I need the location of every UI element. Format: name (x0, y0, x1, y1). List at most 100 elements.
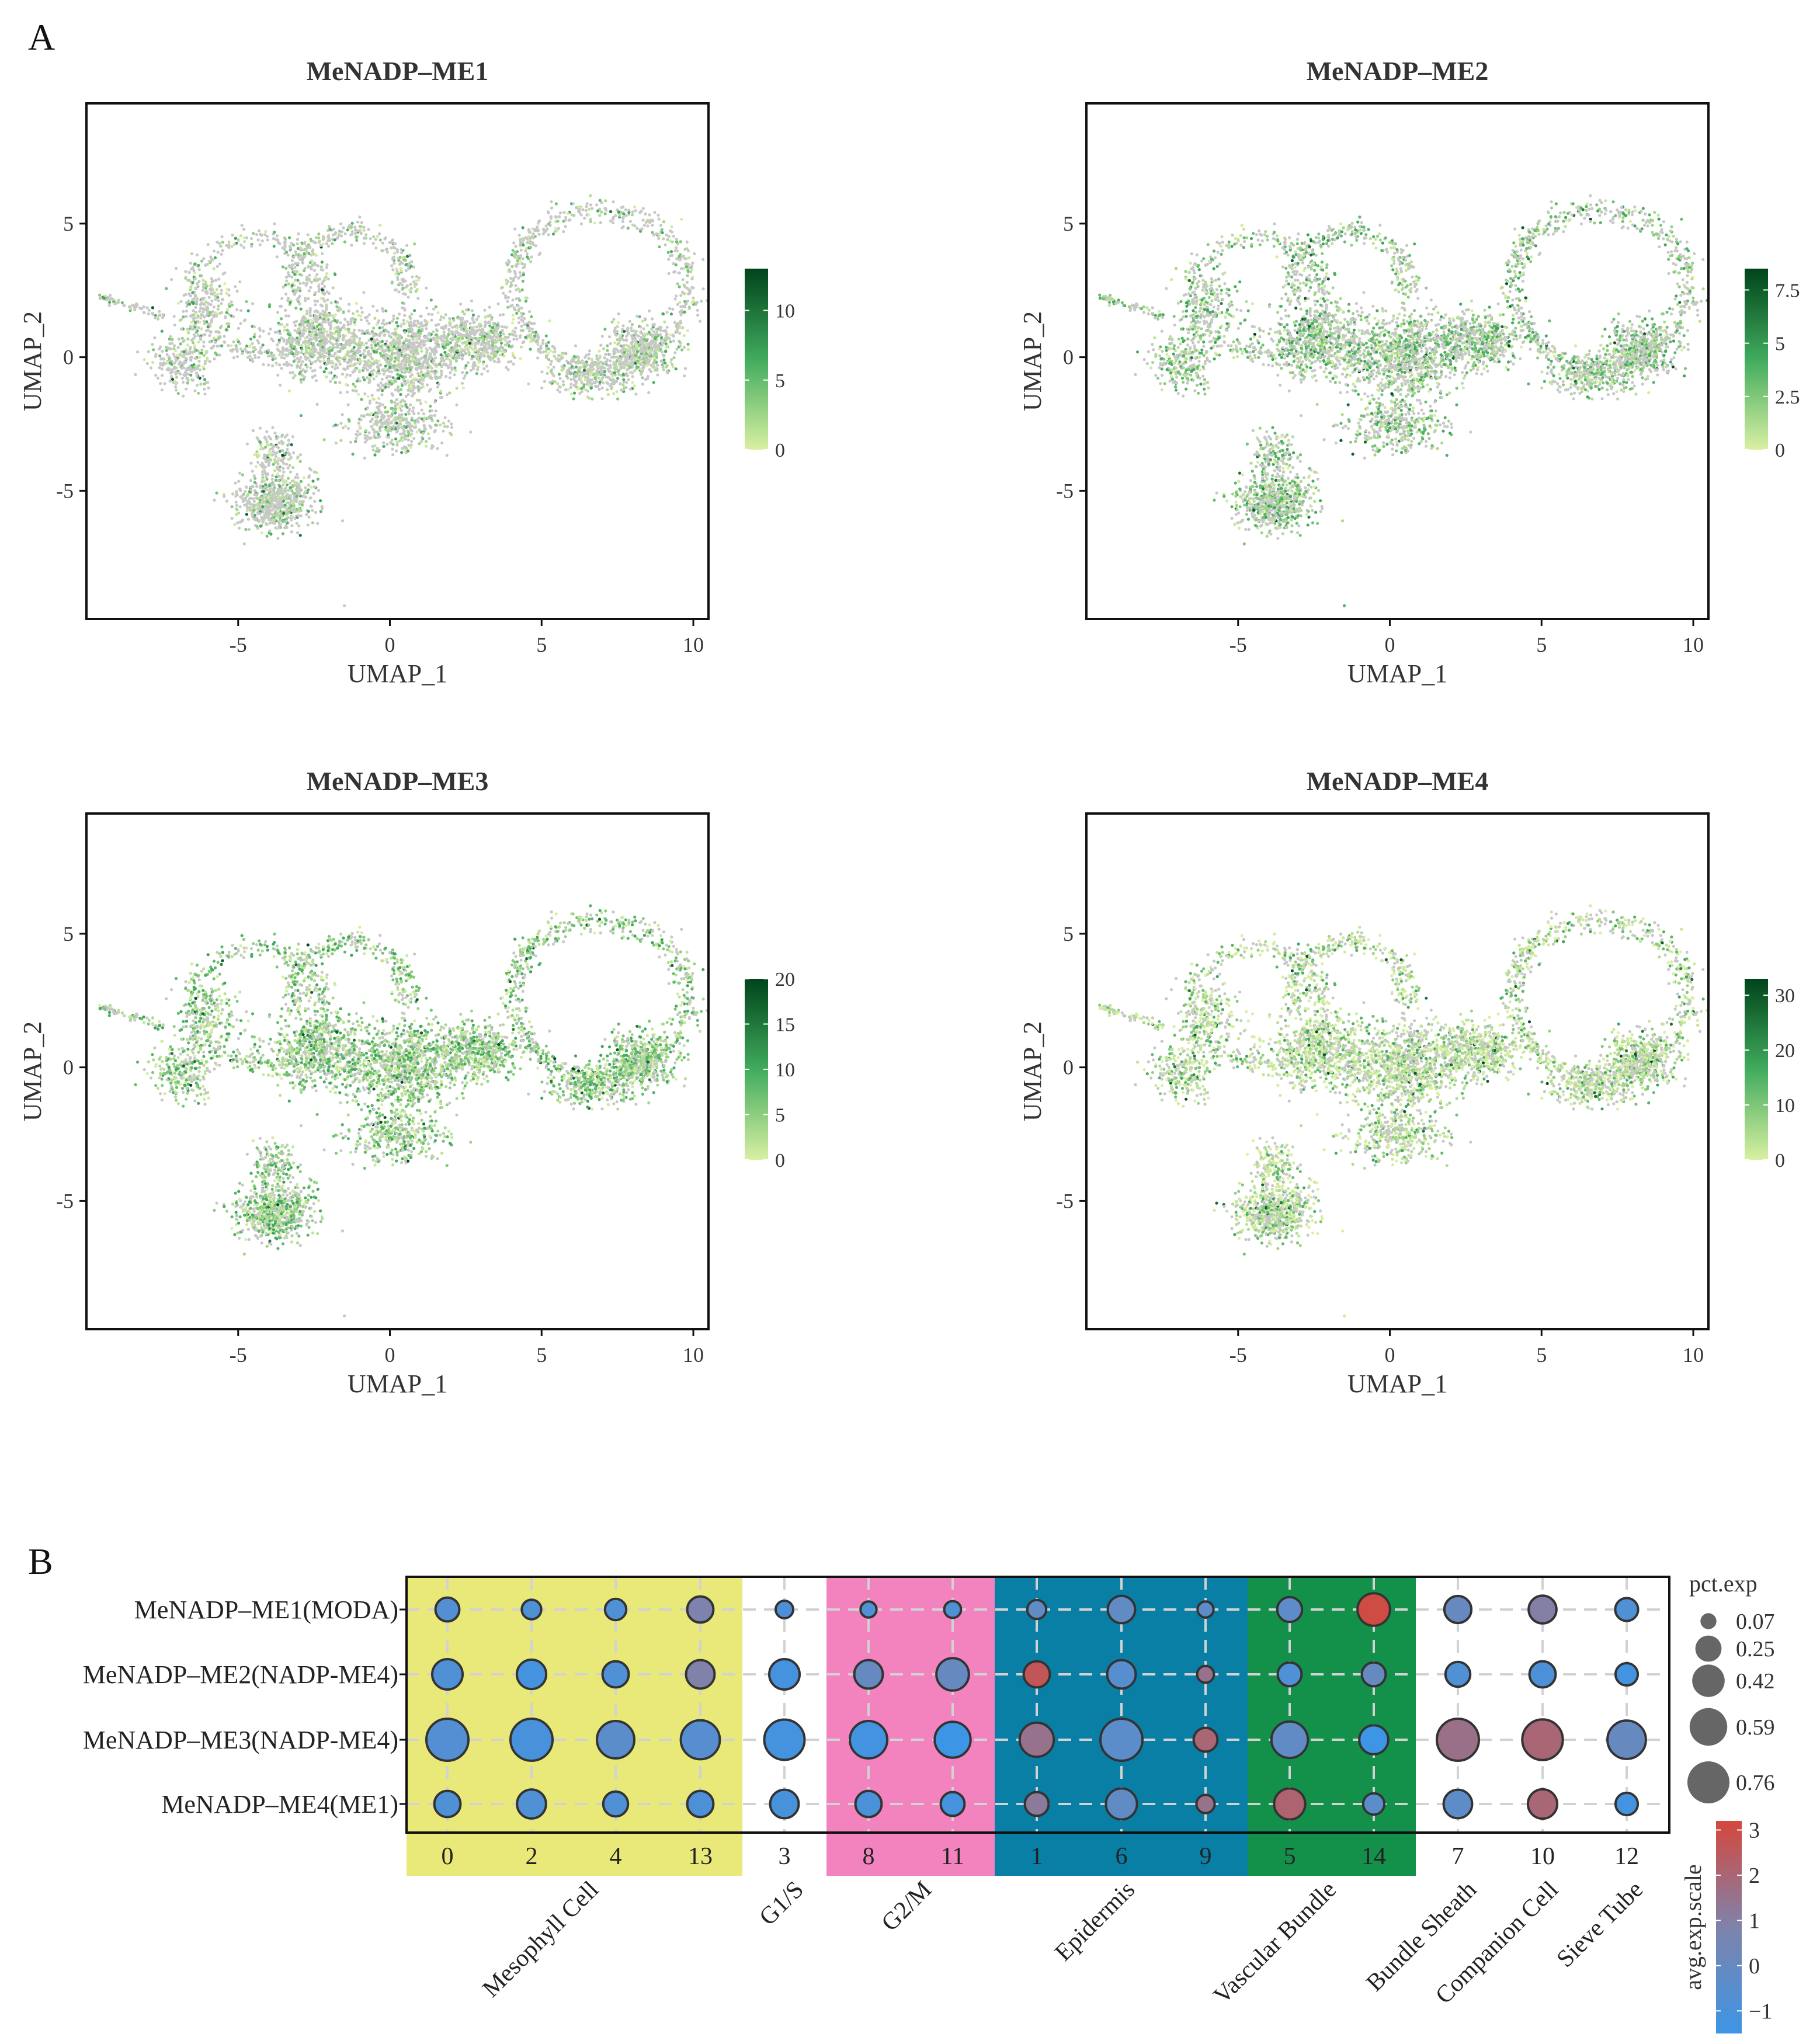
umap-cell-point (488, 331, 491, 333)
umap-cell-point (449, 432, 451, 434)
umap-cell-point (440, 442, 443, 444)
umap-cell-point (436, 329, 439, 332)
umap-cell-point (348, 328, 350, 331)
umap-cell-point (469, 339, 472, 342)
umap-cell-point (268, 514, 270, 517)
umap-cell-point (170, 278, 173, 281)
umap-cell-point (417, 322, 420, 325)
umap-cell-point (194, 295, 197, 298)
umap-cell-point (216, 265, 219, 268)
umap-cell-point (311, 509, 314, 512)
umap-cell-point (374, 420, 377, 423)
umap-cell-point (254, 519, 257, 522)
umap-cell-point (317, 290, 320, 293)
umap-cell-point (207, 243, 210, 246)
umap-cell-point (256, 452, 259, 455)
umap-cell-point (423, 355, 426, 358)
umap-cell-point (407, 334, 410, 337)
umap-cell-point (206, 381, 209, 384)
umap-cell-point (322, 333, 325, 336)
umap-cell-point (263, 453, 266, 456)
umap-cell-point (402, 292, 405, 295)
umap-cell-point (360, 418, 363, 421)
umap-cell-point (356, 310, 359, 313)
umap-cell-point (287, 363, 290, 366)
umap-cell-point (276, 493, 279, 496)
umap-cell-point (194, 321, 197, 324)
umap-cell-point (465, 343, 468, 346)
umap-cell-point (280, 491, 283, 494)
umap-cell-point (385, 382, 388, 385)
umap-cell-point (225, 499, 228, 502)
umap-cell-point (350, 244, 353, 246)
umap-cell-point (434, 429, 437, 432)
umap-cell-point (296, 473, 298, 476)
umap-cell-point (411, 419, 414, 422)
umap-cell-point (195, 300, 198, 303)
umap-cell-point (353, 346, 356, 349)
umap-cell-point (252, 509, 255, 512)
umap-cell-point (377, 348, 380, 351)
umap-cell-point (276, 363, 279, 366)
umap-cell-point (249, 486, 252, 489)
umap-cell-point (582, 373, 585, 376)
umap-cell-point (293, 345, 296, 348)
umap-cell-point (396, 339, 399, 342)
umap-cell-point (550, 360, 553, 363)
umap-cell-point (363, 242, 366, 245)
umap-cell-point (367, 353, 370, 356)
umap-cell-point (650, 339, 653, 342)
umap-cell-point (228, 241, 231, 244)
umap-cell-point (357, 361, 360, 364)
umap-cell-point (465, 332, 468, 335)
umap-cell-point (264, 230, 267, 233)
umap-cell-point (640, 350, 642, 353)
umap-cell-point (366, 413, 369, 416)
umap-cell-point (343, 368, 346, 371)
umap-cell-point (382, 369, 385, 372)
umap-cell-point (402, 342, 405, 345)
umap-cell-point (350, 332, 353, 335)
umap-cell-point (582, 385, 585, 388)
umap-cell-point (252, 497, 255, 500)
umap-cell-point (248, 528, 251, 531)
umap-cell-point (470, 300, 473, 303)
umap-cell-point (310, 468, 312, 471)
umap-cell-point (249, 338, 252, 340)
umap-cell-point (204, 290, 207, 293)
umap-cell-point (284, 314, 287, 317)
umap-cell-point (444, 375, 447, 378)
umap-cell-point (425, 351, 428, 354)
umap-cell-point (471, 331, 474, 334)
umap-cell-point (235, 344, 238, 347)
umap-cell-point (270, 338, 273, 340)
umap-cell-point (303, 476, 305, 479)
umap-cell-point (271, 493, 274, 496)
umap-cell-point (616, 377, 619, 380)
umap-cell-point (234, 495, 237, 498)
umap-cell-point (202, 345, 205, 347)
umap-cell-point (189, 374, 192, 377)
umap-cell-point (263, 470, 266, 472)
umap-cell-point (642, 361, 645, 364)
umap-cell-point (231, 505, 234, 508)
umap-cell-point (334, 238, 336, 241)
umap-cell-point (421, 437, 424, 440)
umap-cell-point (675, 367, 678, 370)
umap-cell-point (265, 430, 268, 433)
umap-cell-point (384, 406, 387, 409)
umap-cell-point (377, 420, 380, 423)
umap-cell-point (385, 322, 388, 325)
umap-cell-point (498, 360, 501, 363)
umap-cell-point (248, 354, 251, 357)
umap-cell-point (347, 339, 350, 342)
umap-cell-point (266, 473, 269, 476)
umap-cell-point (373, 361, 376, 364)
umap-cell-point (377, 397, 380, 400)
umap-cell-point (299, 460, 302, 463)
umap-cell-point (411, 373, 414, 376)
umap-cell-point (277, 520, 280, 523)
umap-cell-point (234, 237, 237, 240)
umap-cell-point (405, 406, 408, 409)
